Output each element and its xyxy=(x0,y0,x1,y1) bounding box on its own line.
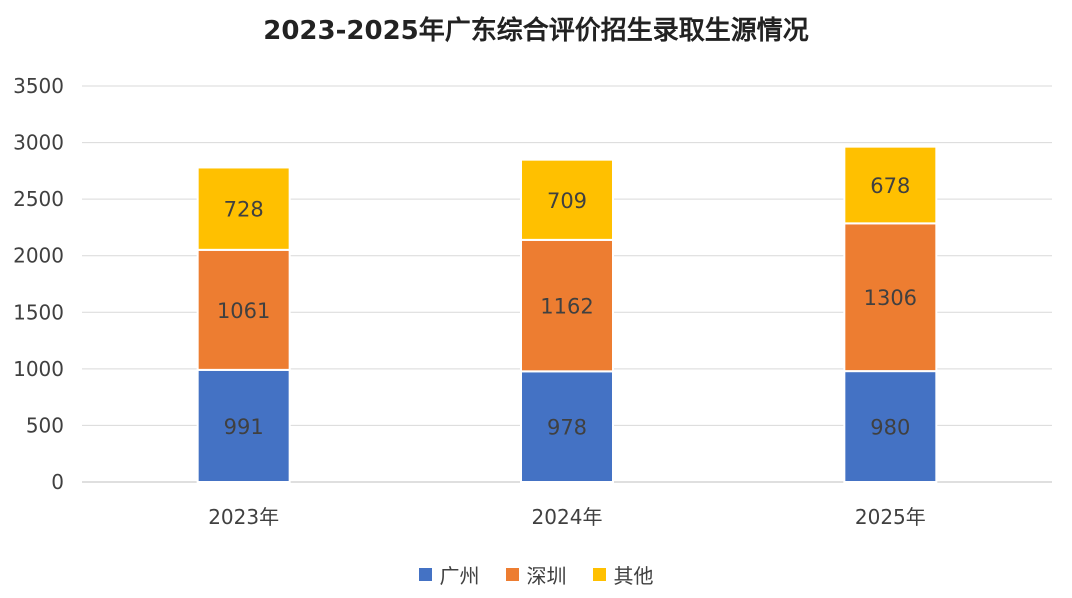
x-tick-label: 2024年 xyxy=(532,505,603,529)
data-label: 980 xyxy=(870,416,910,440)
y-tick-label: 500 xyxy=(26,413,64,437)
bar-segment xyxy=(520,370,614,483)
data-label: 991 xyxy=(224,415,264,439)
data-label: 678 xyxy=(870,174,910,198)
bar-segment xyxy=(196,368,291,483)
y-tick-label: 1500 xyxy=(13,300,64,324)
legend-swatch xyxy=(505,568,519,581)
y-tick-label: 1000 xyxy=(13,357,64,381)
data-label: 978 xyxy=(547,416,587,440)
legend-item: 深圳 xyxy=(505,560,567,589)
y-tick-label: 0 xyxy=(51,470,64,494)
chart-title: 2023-2025年广东综合评价招生录取生源情况 xyxy=(263,16,809,46)
legend-item: 广州 xyxy=(418,560,480,589)
data-label: 1061 xyxy=(217,299,270,323)
bar-segment xyxy=(196,166,291,251)
legend: 广州 深圳 其他 xyxy=(0,560,1072,589)
y-tick-label: 3000 xyxy=(13,131,64,155)
bar-segment xyxy=(196,248,291,371)
y-tick-label: 2000 xyxy=(13,244,64,268)
x-tick-label: 2025年 xyxy=(855,505,926,529)
legend-label: 深圳 xyxy=(526,564,567,588)
legend-label: 广州 xyxy=(439,564,480,588)
data-label: 709 xyxy=(547,189,587,213)
legend-item: 其他 xyxy=(592,560,654,589)
y-tick-label: 2500 xyxy=(13,187,64,211)
data-label: 728 xyxy=(224,198,264,222)
y-tick-label: 3500 xyxy=(13,74,64,98)
legend-label: 其他 xyxy=(613,564,654,588)
legend-swatch xyxy=(418,568,432,581)
legend-swatch xyxy=(592,568,606,581)
bar-segment xyxy=(843,145,938,225)
bar-segment xyxy=(520,238,614,373)
x-tick-label: 2023年 xyxy=(208,505,279,529)
bar-segment xyxy=(520,158,614,241)
data-label: 1306 xyxy=(864,286,917,310)
data-label: 1162 xyxy=(540,295,593,319)
